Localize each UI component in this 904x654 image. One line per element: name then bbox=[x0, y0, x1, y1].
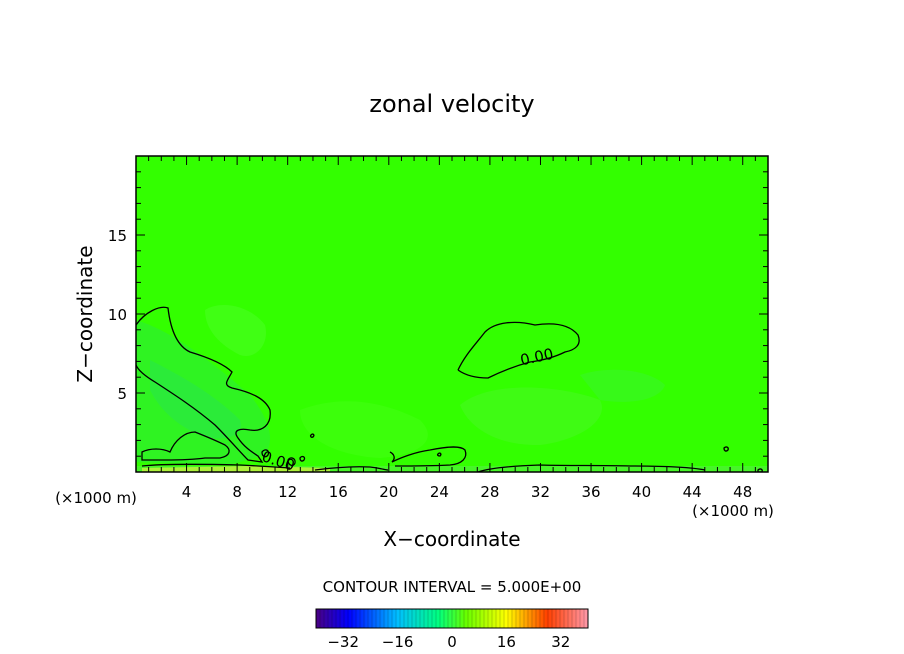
colorbar-tick-label: 16 bbox=[497, 633, 516, 651]
colorbar-tick-label: 0 bbox=[447, 633, 457, 651]
x-tick-label: 32 bbox=[531, 483, 550, 501]
x-tick-label: 12 bbox=[278, 483, 297, 501]
x-tick-label: 16 bbox=[329, 483, 348, 501]
y-tick-label: 5 bbox=[117, 385, 127, 403]
x-tick-label: 36 bbox=[581, 483, 600, 501]
x-unit-right: (×1000 m) bbox=[692, 502, 774, 520]
chart-title: zonal velocity bbox=[369, 90, 534, 118]
colorbar-gradient bbox=[316, 609, 588, 628]
contour-left-small bbox=[141, 431, 230, 461]
x-tick-label: 40 bbox=[632, 483, 651, 501]
colorbar-tick-label: −16 bbox=[382, 633, 414, 651]
x-tick-label: 24 bbox=[430, 483, 449, 501]
contour-x13-loop bbox=[287, 457, 296, 467]
y-tick-label: 10 bbox=[108, 306, 127, 324]
x-axis: 4 8 12 16 20 24 28 32 36 40 44 48 bbox=[148, 156, 756, 501]
contour-x24-tiny bbox=[436, 452, 442, 457]
field-patch-left-inner bbox=[150, 360, 241, 439]
contour-center-blob bbox=[457, 321, 580, 379]
contour-x49-tiny bbox=[757, 468, 763, 472]
contour-right-bottom bbox=[477, 464, 706, 472]
colorbar: −32 −16 0 16 32 bbox=[315, 608, 589, 651]
contour-left-dots bbox=[261, 449, 270, 458]
colorbar-frame bbox=[315, 608, 589, 629]
y-axis-label: Z−coordinate bbox=[73, 245, 97, 382]
field-patch-right bbox=[580, 369, 665, 402]
field-patch-top-left bbox=[205, 305, 266, 356]
colorbar-stripes bbox=[315, 609, 589, 628]
heatmap-field bbox=[136, 156, 768, 472]
colorbar-tick-label: −32 bbox=[327, 633, 359, 651]
x-tick-label: 48 bbox=[733, 483, 752, 501]
contour-x14-tiny bbox=[309, 433, 315, 438]
colorbar-ticks: −32 −16 0 16 32 bbox=[327, 633, 570, 651]
colorbar-tick-label: 32 bbox=[551, 633, 570, 651]
field-patch-center bbox=[460, 387, 602, 446]
contour-x13-small bbox=[299, 455, 306, 462]
y-axis: 5 10 15 bbox=[108, 171, 768, 457]
contour-mid-bottom bbox=[314, 466, 389, 471]
y-tick-label: 15 bbox=[108, 227, 127, 245]
x-tick-label: 8 bbox=[232, 483, 242, 501]
field-patch-mid bbox=[300, 401, 428, 458]
x-unit-left: (×1000 m) bbox=[55, 489, 137, 507]
contour-left-large bbox=[136, 306, 271, 463]
contour-x46-tiny bbox=[723, 446, 729, 452]
x-tick-label: 20 bbox=[379, 483, 398, 501]
x-tick-label: 4 bbox=[182, 483, 192, 501]
x-tick-label: 44 bbox=[683, 483, 702, 501]
x-axis-label: X−coordinate bbox=[383, 527, 520, 551]
x-tick-label: 28 bbox=[480, 483, 499, 501]
contour-x20-24 bbox=[389, 446, 467, 467]
contour-interval-label: CONTOUR INTERVAL = 5.000E+00 bbox=[323, 578, 582, 596]
